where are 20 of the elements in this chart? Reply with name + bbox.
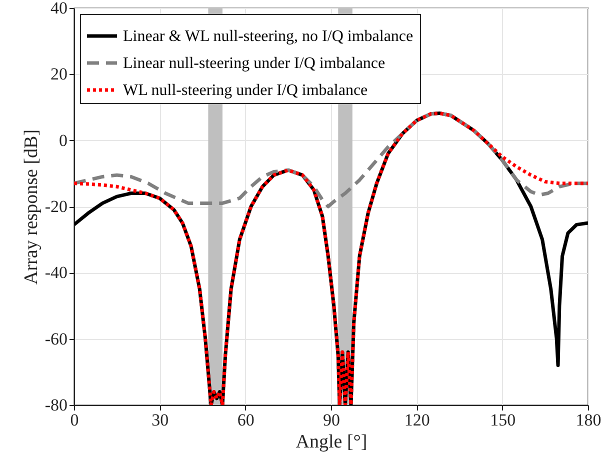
legend-label: Linear null-steering under I/Q imbalance xyxy=(123,55,386,72)
y-tick-label: 20 xyxy=(50,64,68,84)
y-tick-label: 0 xyxy=(59,130,68,150)
x-tick-label: 90 xyxy=(323,410,340,430)
x-tick-label: 60 xyxy=(237,410,254,430)
y-tick-label: -80 xyxy=(44,396,68,414)
x-tick-label: 120 xyxy=(404,410,430,430)
y-tick-label: -20 xyxy=(44,197,68,216)
y-tick-label: -40 xyxy=(44,263,68,282)
y-tick-label: -60 xyxy=(44,329,68,348)
x-axis-title: Angle [°] xyxy=(296,432,368,452)
x-tick-label: 30 xyxy=(152,410,169,430)
legend-label: WL null-steering under I/Q imbalance xyxy=(123,82,368,99)
legend-label: Linear & WL null-steering, no I/Q imbalance xyxy=(123,28,414,45)
x-tick-label: 0 xyxy=(70,410,79,430)
y-axis-title: Array response [dB] xyxy=(20,129,42,285)
line-series xyxy=(74,111,588,208)
y-tick-label: 40 xyxy=(50,0,68,18)
x-tick-label: 150 xyxy=(490,410,516,430)
x-tick-label: 180 xyxy=(576,410,602,430)
